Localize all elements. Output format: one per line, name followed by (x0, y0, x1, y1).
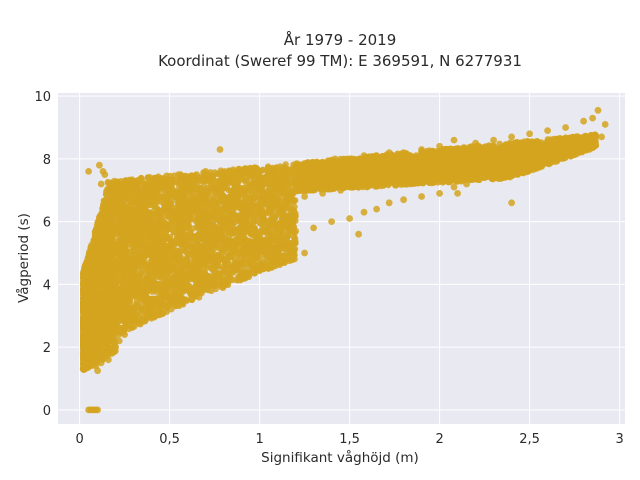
data-points (79, 106, 609, 414)
chart-title-line1: År 1979 - 2019 (284, 30, 397, 49)
chart-title-line2: Koordinat (Sweref 99 TM): E 369591, N 62… (158, 52, 522, 70)
